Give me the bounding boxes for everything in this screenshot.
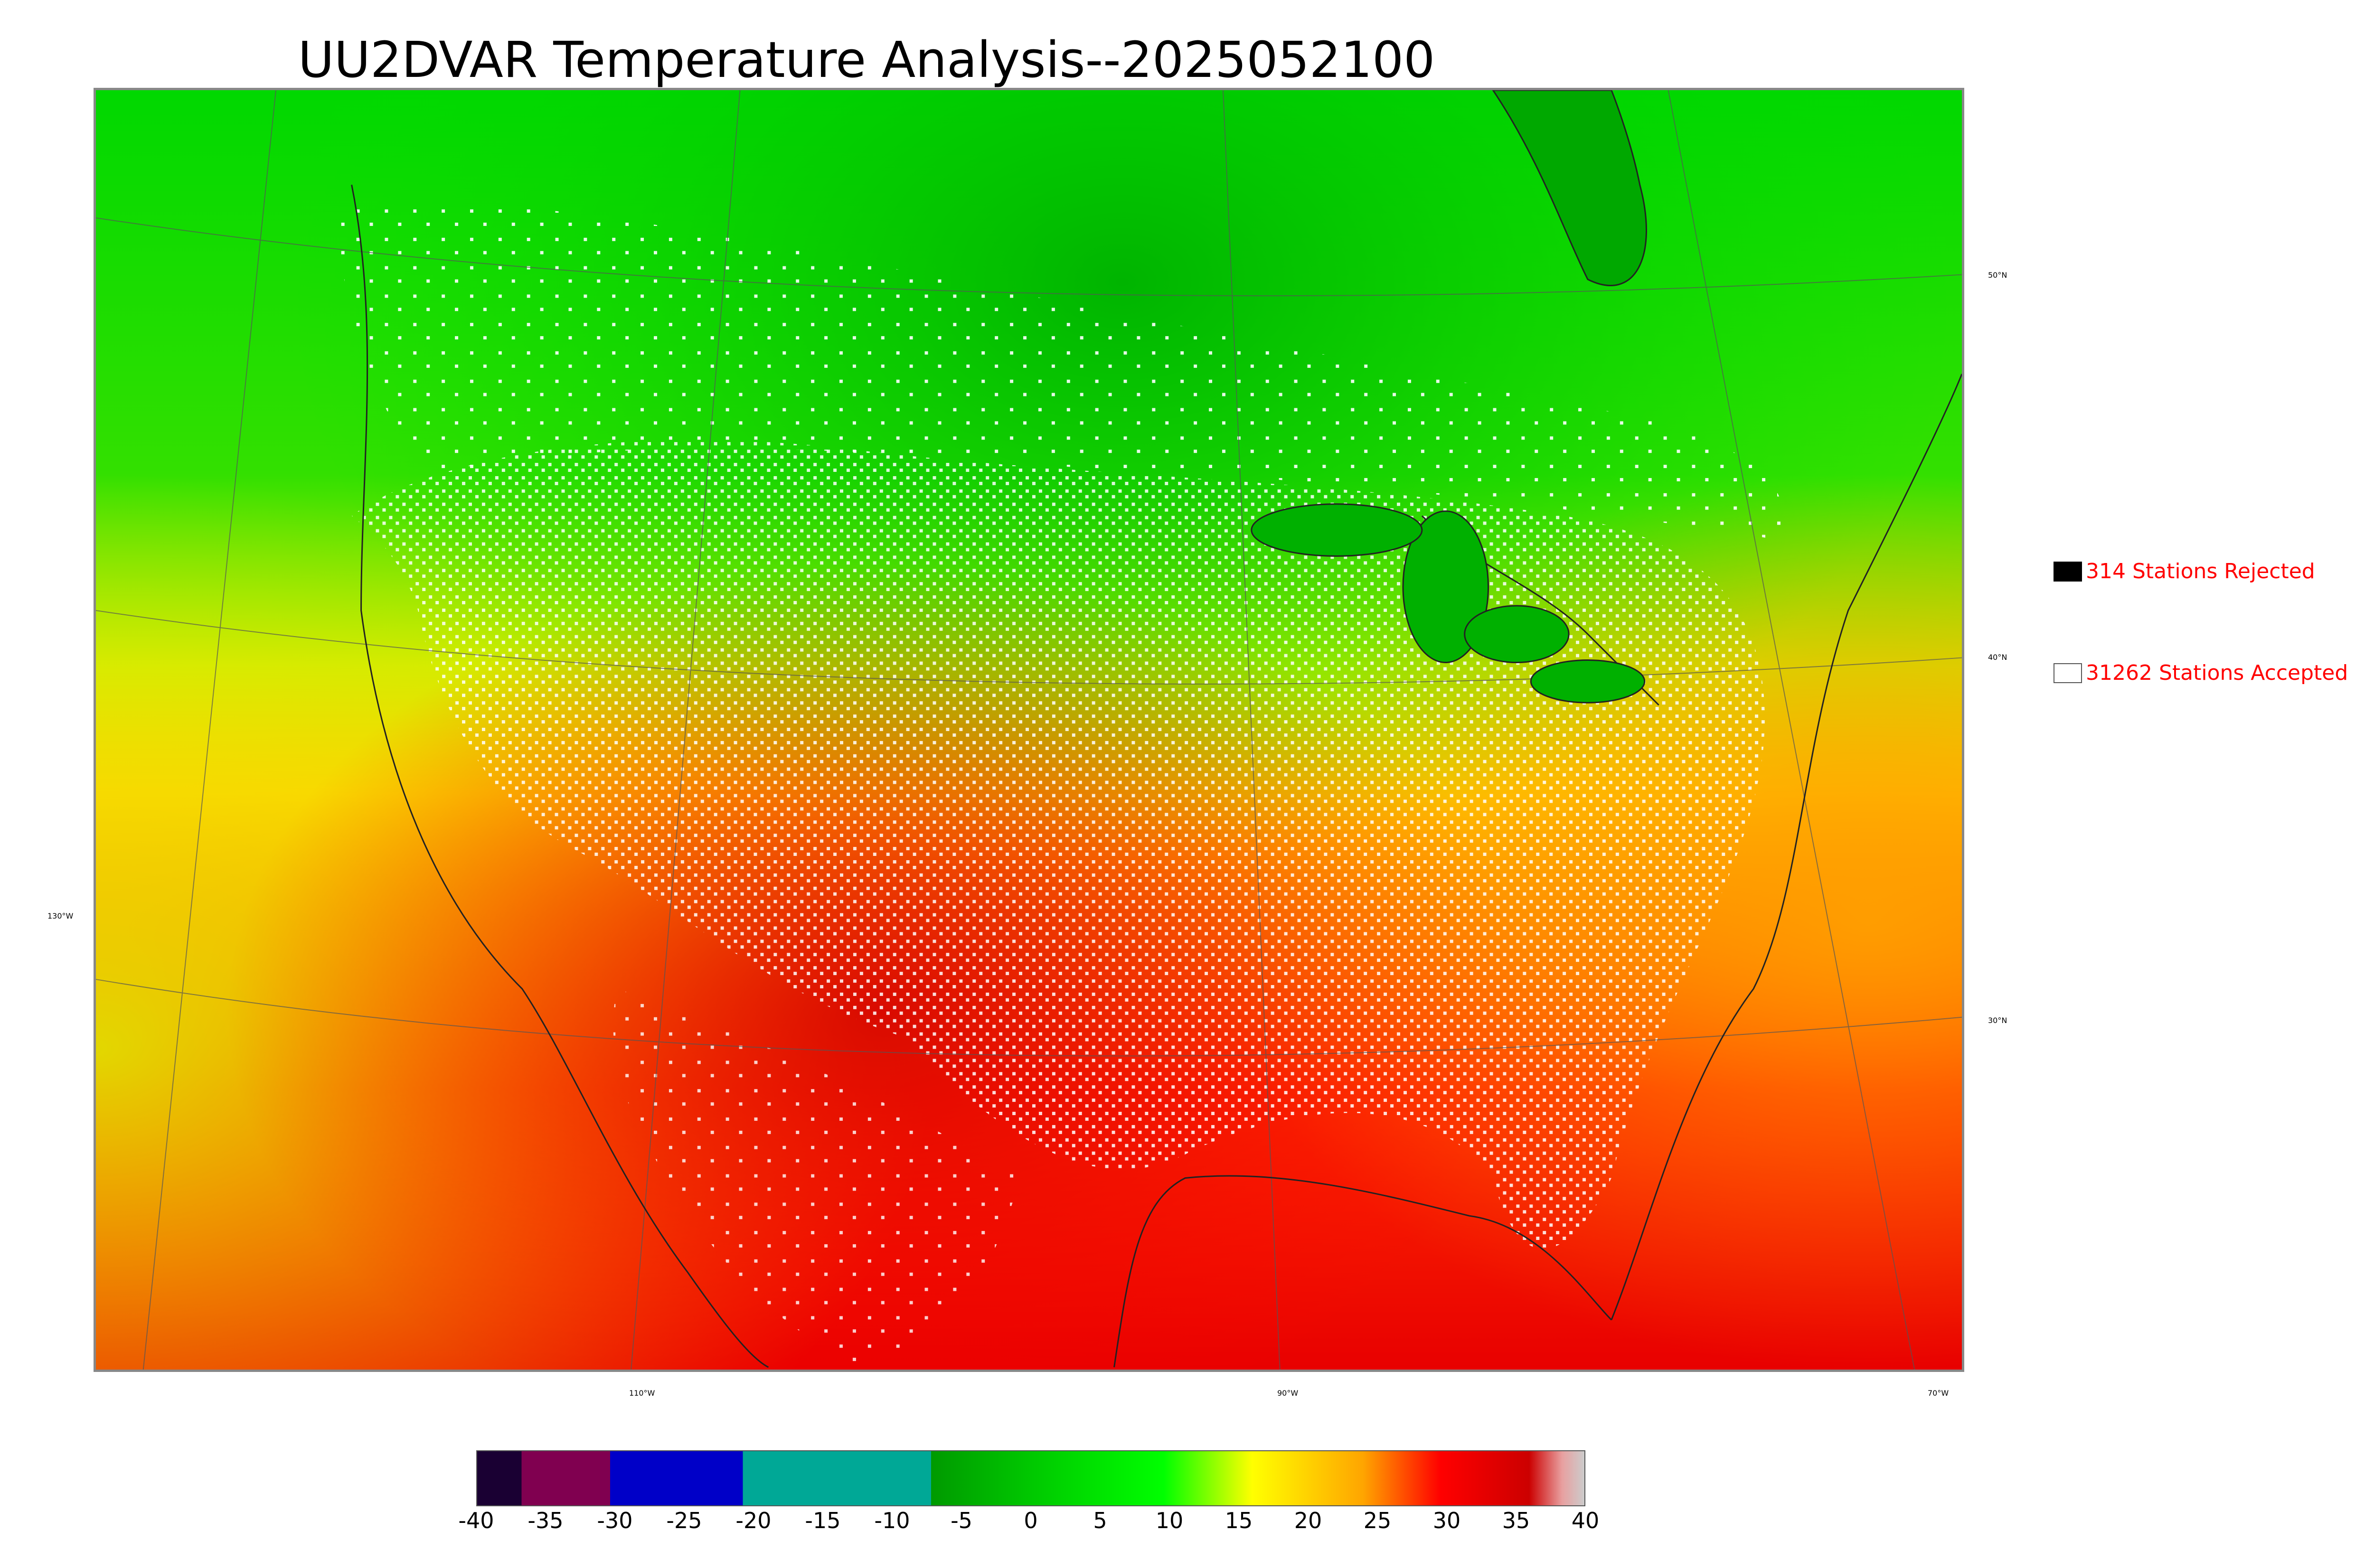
lon-label-70w: 70°W (1928, 1389, 1949, 1398)
colorbar-tick-label: 20 (1294, 1508, 1322, 1533)
colorbar-tick-label: -15 (805, 1508, 841, 1533)
map-title: UU2DVAR Temperature Analysis--2025052100 (298, 31, 1435, 89)
temperature-field (96, 90, 1962, 1370)
rejected-swatch (2054, 561, 2082, 582)
colorbar-tick-label: 0 (1024, 1508, 1038, 1533)
colorbar-tick-label: 25 (1363, 1508, 1392, 1533)
colorbar-tick-label: -40 (458, 1508, 494, 1533)
colorbar (476, 1450, 1585, 1506)
great-lakes (1251, 503, 1646, 704)
lon-label-90w: 90°W (1277, 1389, 1299, 1398)
colorbar-tick-label: 35 (1502, 1508, 1530, 1533)
colorbar-tick-label: -10 (874, 1508, 910, 1533)
lon-label-130w: 130°W (47, 911, 74, 920)
legend-rejected: 314 Stations Rejected (2054, 559, 2315, 583)
coastlines (351, 184, 1962, 1368)
lon-label-110w: 110°W (629, 1389, 655, 1398)
lat-label-40: 40°N (1988, 653, 2007, 662)
colorbar-tick-label: -20 (735, 1508, 772, 1533)
temperature-map: 50°N 40°N 30°N (94, 88, 2007, 1372)
stations-canada (332, 202, 1783, 540)
colorbar-tick-label: -25 (666, 1508, 702, 1533)
stations-mexico (613, 988, 1020, 1363)
accepted-label: 31262 Stations Accepted (2086, 661, 2348, 685)
lat-label-50: 50°N (1988, 271, 2007, 280)
hudson-bay (1492, 90, 1647, 286)
colorbar-tick-label: 30 (1432, 1508, 1461, 1533)
colorbar-tick-label: -30 (597, 1508, 633, 1533)
lat-label-30: 30°N (1988, 1016, 2007, 1025)
colorbar-tick-label: 40 (1571, 1508, 1600, 1533)
colorbar-tick-label: 5 (1093, 1508, 1107, 1533)
colorbar-tick-label: 15 (1225, 1508, 1253, 1533)
accepted-swatch (2054, 663, 2082, 683)
colorbar-tick-label: -35 (528, 1508, 564, 1533)
colorbar-tick-label: -5 (951, 1508, 972, 1533)
graticule (96, 90, 1962, 1370)
colorbar-tick-label: 10 (1155, 1508, 1184, 1533)
stations-conus (351, 440, 1765, 1249)
legend-accepted: 31262 Stations Accepted (2054, 661, 2348, 685)
rejected-label: 314 Stations Rejected (2086, 559, 2315, 583)
